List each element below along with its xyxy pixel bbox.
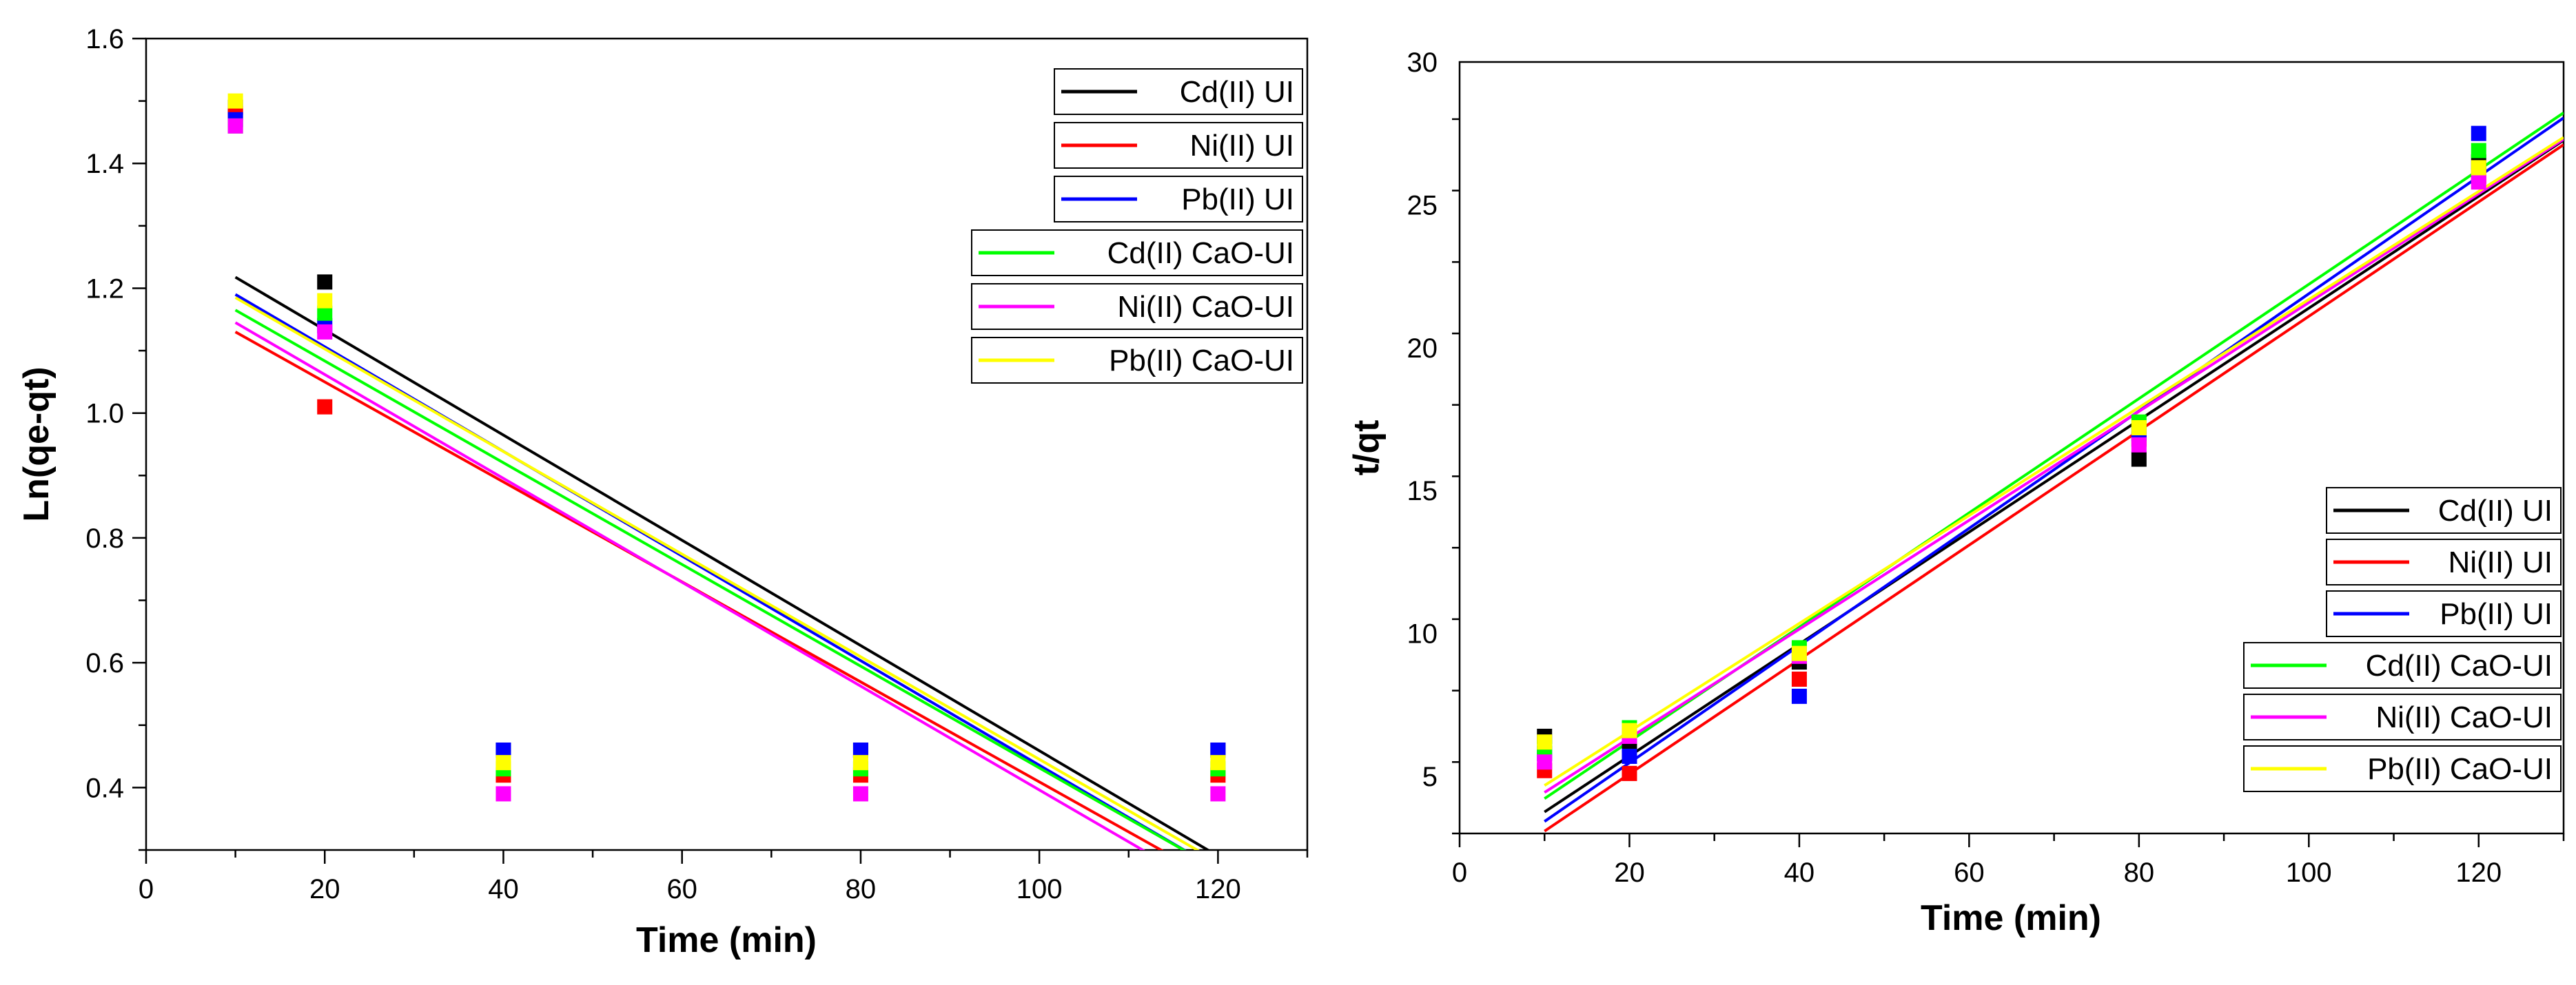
legend-label: Pb(II) CaO-UI: [2367, 752, 2553, 786]
chart-2: 0 20 40 60 80 100 120 5 10 15 20 25 30 Time (min) t/qt…: [1347, 48, 2565, 938]
data-point-s3-p5: [1210, 743, 1226, 758]
legend-label: Ni(II) CaO-UI: [1117, 290, 1294, 324]
legend-label: Ni(II) UI: [2448, 546, 2553, 579]
legend-label: Ni(II) UI: [1189, 129, 1294, 163]
data-point-s3-p3: [1791, 688, 1807, 704]
data-point-s3-p2: [1622, 749, 1637, 764]
x-tick-label: 40: [1784, 858, 1815, 888]
data-point-s6-p5: [1210, 755, 1226, 771]
data-point-s5-p1: [227, 118, 243, 134]
x-tick-label: 120: [1195, 874, 1241, 904]
x-tick-label: 80: [2124, 858, 2155, 888]
y-tick-label: 20: [1407, 333, 1438, 364]
fit-lines: [1544, 112, 2564, 833]
y-tick-label: 25: [1407, 190, 1438, 220]
legend-label: Pb(II) UI: [2440, 597, 2553, 631]
legend: Cd(II) UI Ni(II) UI Pb(II) UI Cd(II) CaO-UI…: [2243, 487, 2562, 792]
fit-lines: [234, 276, 1211, 850]
x-tick-label: 20: [1614, 858, 1645, 888]
x-tick-label: 80: [846, 874, 877, 904]
fit-line-4: [234, 309, 1187, 850]
data-point-s1-p4: [2131, 451, 2147, 467]
data-point-s3-p3: [495, 743, 511, 758]
legend-label: Cd(II) UI: [1180, 75, 1294, 109]
data-point-s4-p2: [317, 305, 333, 321]
data-point-s2-p2: [1622, 765, 1637, 781]
x-tick-label: 120: [2455, 858, 2502, 888]
y-tick-label: 5: [1422, 762, 1438, 792]
fit-line-3: [1544, 116, 2564, 823]
fit-line-5: [1544, 138, 2564, 794]
y-tick-label: 0.4: [85, 773, 124, 803]
data-point-s6-p3: [495, 755, 511, 771]
fit-line-5: [234, 321, 1145, 850]
y-tick-label: 1.6: [85, 24, 124, 54]
legend-label: Ni(II) CaO-UI: [2375, 701, 2553, 734]
x-tick-label: 0: [139, 874, 154, 904]
x-axis-title: Time (min): [1921, 898, 2101, 938]
data-point-s6-p4: [2131, 419, 2147, 435]
x-tick-label: 100: [2286, 858, 2332, 888]
data-point-s2-p3: [1791, 672, 1807, 687]
x-tick-label: 0: [1452, 858, 1467, 888]
data-point-s5-p4: [2131, 437, 2147, 453]
data-point-s5-p2: [317, 324, 333, 340]
data-point-s5-p5: [1210, 786, 1226, 802]
fit-line-6: [234, 296, 1200, 850]
data-point-s5-p4: [852, 786, 868, 802]
data-point-s4-p5: [2471, 143, 2486, 158]
data-point-s6-p1: [1537, 734, 1553, 750]
y-tick-label: 0.8: [85, 523, 124, 554]
plot-frame: [145, 37, 1309, 851]
data-point-s1-p2: [317, 274, 333, 290]
data-point-s2-p2: [317, 399, 333, 415]
data-point-s6-p2: [317, 293, 333, 309]
legend-label: Cd(II) CaO-UI: [1107, 236, 1294, 270]
legend-label: Cd(II) CaO-UI: [2366, 649, 2553, 683]
y-axis-title: t/qt: [1347, 420, 1387, 476]
data-point-s6-p4: [852, 755, 868, 771]
x-tick-label: 40: [488, 874, 519, 904]
y-axis-title: Ln(qe-qt): [17, 366, 57, 521]
data-point-s6-p1: [227, 93, 243, 109]
fit-line-2: [234, 331, 1164, 850]
legend-label: Pb(II) UI: [1181, 183, 1294, 216]
data-point-s5-p1: [1537, 754, 1553, 770]
y-tick-label: 1.0: [85, 399, 124, 429]
x-tick-label: 60: [666, 874, 697, 904]
data-point-s3-p4: [852, 743, 868, 758]
fit-line-1: [1544, 138, 2564, 813]
x-tick-label: 60: [1954, 858, 1985, 888]
y-tick-label: 30: [1407, 48, 1438, 78]
x-axis-title: Time (min): [636, 920, 817, 960]
data-point-s3-p5: [2471, 125, 2486, 141]
plot-frame: [1458, 61, 2565, 835]
y-tick-label: 10: [1407, 619, 1438, 650]
fit-line-2: [1544, 143, 2564, 833]
x-tick-label: 100: [1016, 874, 1063, 904]
legend-label: Pb(II) CaO-UI: [1109, 344, 1294, 377]
data-point-s6-p5: [2471, 160, 2486, 176]
y-tick-label: 1.4: [85, 149, 124, 179]
data-point-s5-p5: [2471, 174, 2486, 190]
legend-box: [971, 337, 1303, 384]
data-point-s6-p3: [1791, 645, 1807, 661]
x-tick-label: 20: [309, 874, 340, 904]
legend: Cd(II) UI Ni(II) UI Pb(II) UI Cd(II) CaO-UI…: [971, 68, 1303, 384]
y-tick-label: 1.2: [85, 273, 124, 304]
y-tick-label: 0.6: [85, 648, 124, 678]
fit-line-1: [234, 276, 1211, 850]
chart-1: 0 20 40 60 80 100 120 0.4 0.6 0.8 1.0 1.2 1.4 1.6 Time…: [17, 24, 1309, 960]
data-point-s5-p3: [495, 786, 511, 802]
fit-line-6: [1544, 136, 2564, 787]
data-point-s6-p2: [1622, 723, 1637, 738]
legend-label: Cd(II) UI: [2438, 494, 2553, 528]
y-tick-label: 15: [1407, 476, 1438, 506]
